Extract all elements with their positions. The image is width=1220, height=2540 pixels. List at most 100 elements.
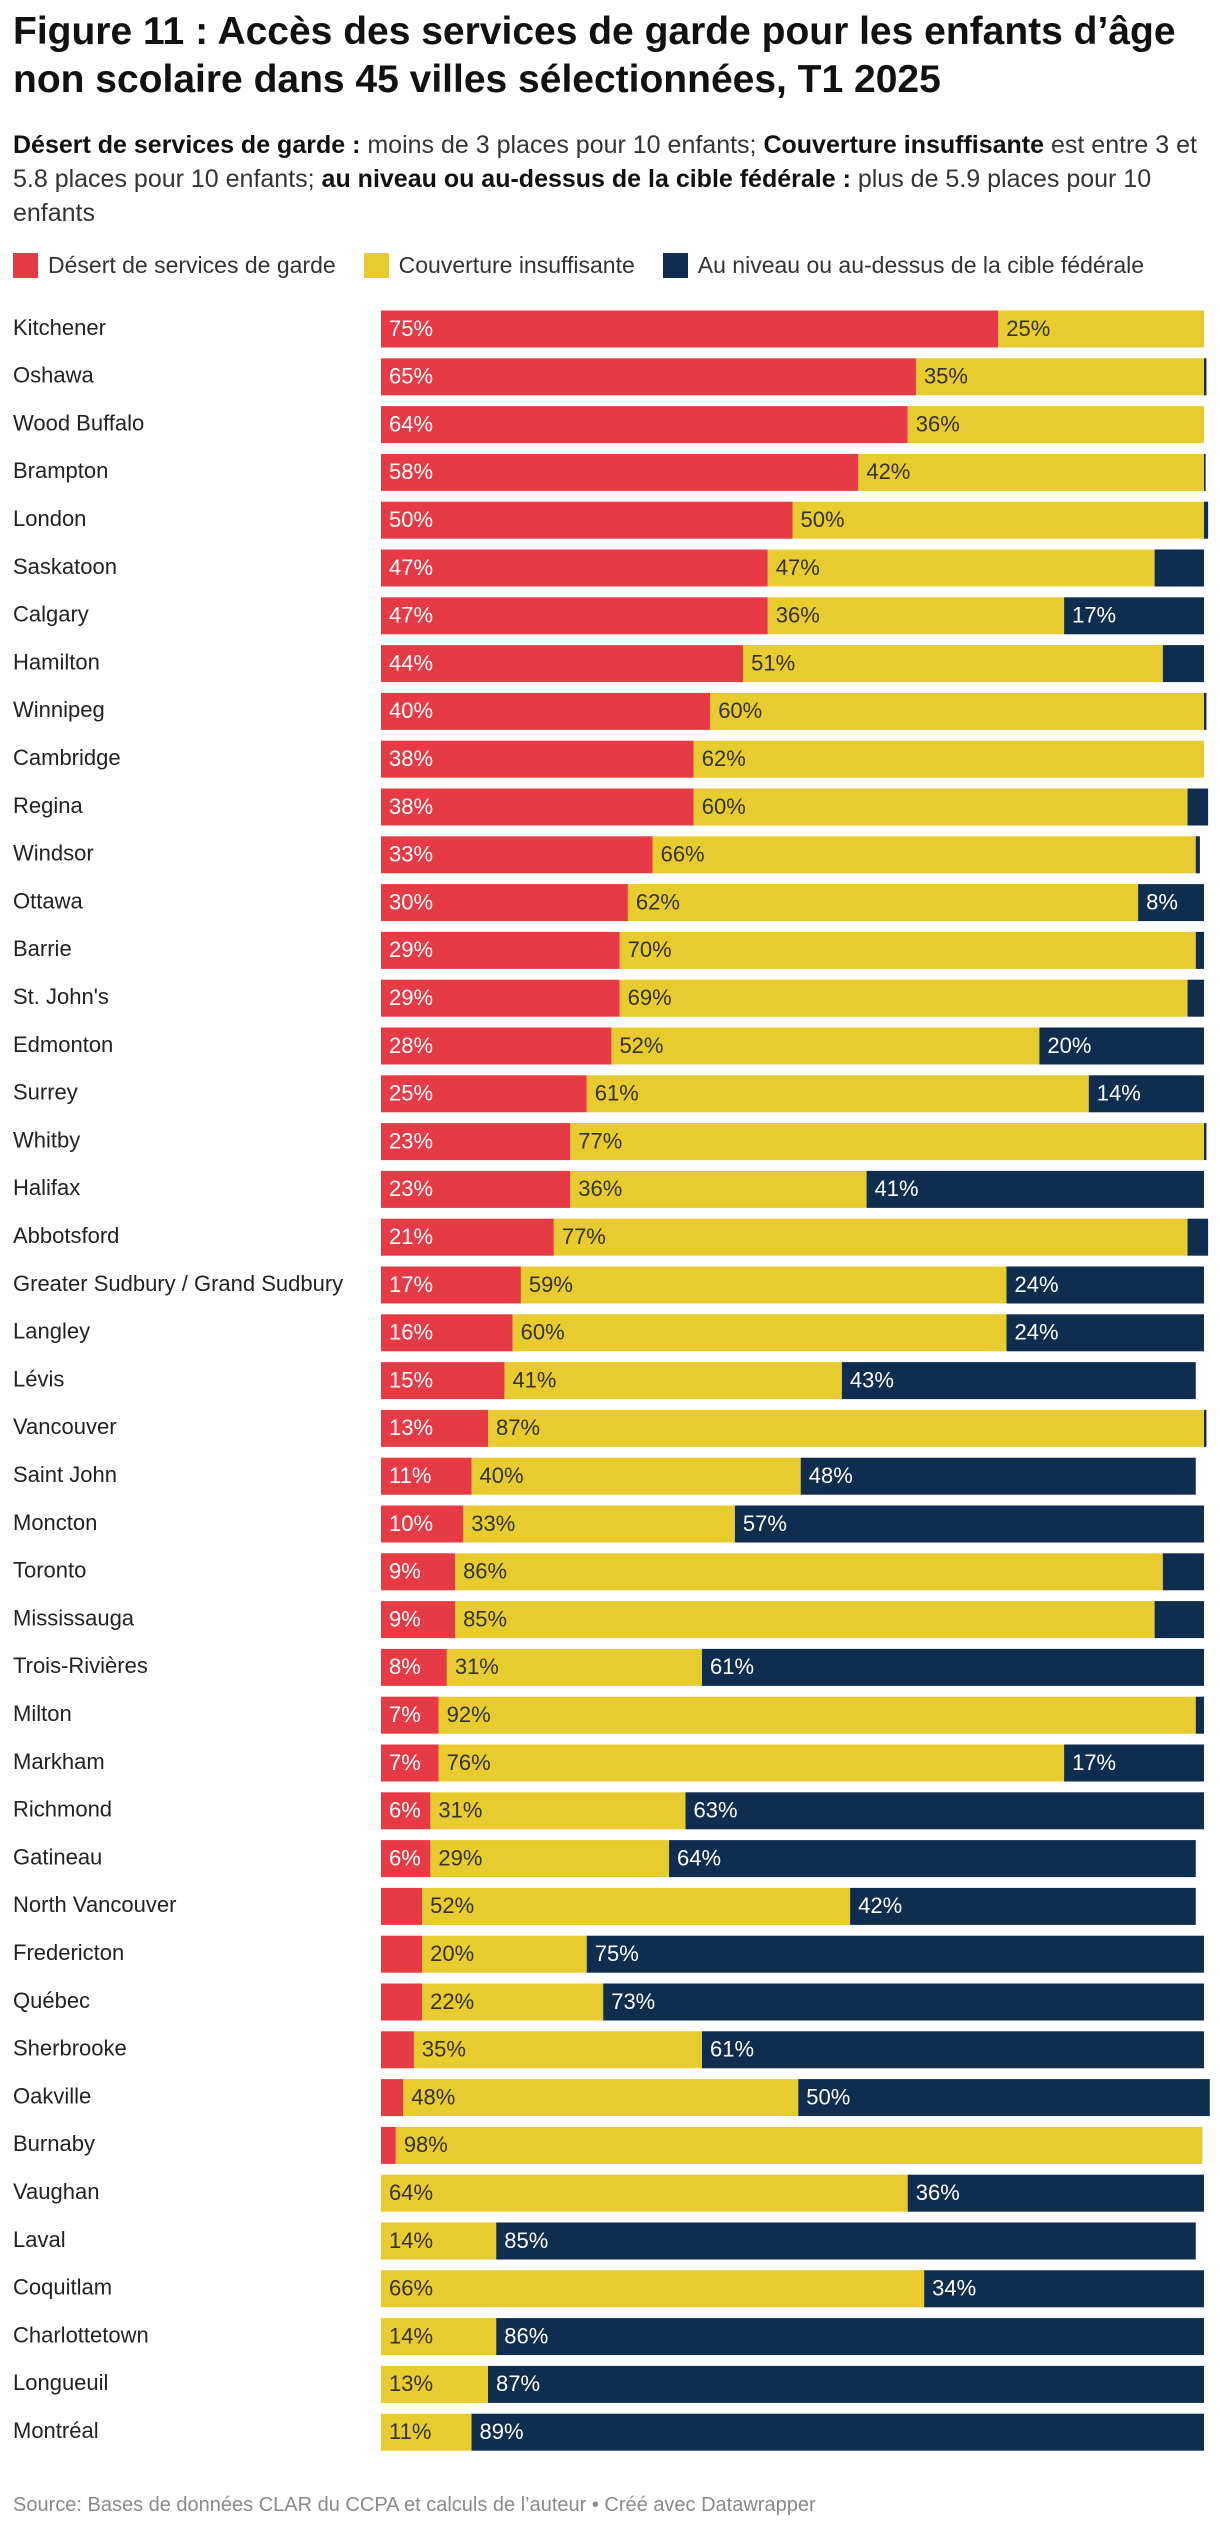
value-label: 66% [661,842,705,867]
category-label: Toronto [13,1558,86,1583]
bar-segment [487,1409,1204,1447]
category-label: Brampton [13,458,108,483]
bar-segment [413,2031,702,2069]
category-label: Ottawa [13,888,83,913]
bar-segment [792,501,1204,539]
category-label: Fredericton [13,1940,124,1965]
category-label: Regina [13,793,83,818]
value-label: 42% [866,459,910,484]
bar-segment [586,1935,1204,1973]
bar-segment [798,2079,1210,2117]
bar-segment [438,1696,1196,1734]
bar-segment [734,1505,1204,1543]
value-label: 31% [455,1654,499,1679]
bar-segment [381,979,620,1017]
bar-segment [395,2126,1203,2164]
value-label: 25% [389,1081,433,1106]
value-label: 7% [389,1750,421,1775]
value-label: 36% [776,603,820,628]
value-label: 17% [1072,603,1116,628]
value-label: 35% [422,2037,466,2062]
legend-item: Couverture insuffisante [363,252,635,279]
value-label: 61% [710,2037,754,2062]
category-label: Coquitlam [13,2275,112,2300]
bar-segment [381,645,744,683]
bar-segment [381,1505,464,1543]
value-label: 75% [595,1941,639,1966]
bar-segment [430,1840,670,1878]
value-label: 33% [471,1511,515,1536]
value-label: 62% [702,746,746,771]
bar-segment [381,1266,521,1304]
bar-segment [381,1362,505,1400]
bar-segment [701,2031,1204,2069]
bar-segment [1138,884,1204,922]
category-label: Charlottetown [13,2322,149,2347]
value-label: 11% [389,2419,431,2444]
bar-segment [381,406,908,444]
bar-segment [496,2222,1196,2260]
bar-segment [570,1123,1204,1161]
value-label: 20% [430,1941,474,1966]
bar-segment [381,740,694,778]
bar-segment [496,2318,1205,2356]
bar-segment [693,788,1188,826]
value-label: 51% [751,650,795,675]
bar-segment [841,1362,1196,1400]
value-label: 76% [447,1750,491,1775]
category-label: Mississauga [13,1605,135,1630]
category-label: Kitchener [13,315,106,340]
bar-segment [570,1170,867,1208]
value-label: 86% [463,1559,507,1584]
legend-label: Désert de services de garde [48,252,336,278]
value-label: 50% [801,507,845,532]
value-label: 10% [389,1511,433,1536]
bar-segment [438,1744,1065,1782]
category-label: Calgary [13,602,89,627]
category-label: Trois-Rivières [13,1653,148,1678]
category-label: Abbotsford [13,1223,119,1248]
bar-segment [1162,1553,1204,1591]
bar-segment [381,788,694,826]
bar-segment [381,1935,423,1973]
bar-segment [652,836,1196,874]
bar-segment [1154,1601,1204,1639]
value-label: 25% [1006,316,1050,341]
value-label: 85% [504,2228,548,2253]
bar-segment [1162,645,1204,683]
bar-segment [381,1744,439,1782]
bar-segment [693,740,1204,778]
value-label: 8% [1146,889,1178,914]
bar-segment [619,931,1196,969]
subtitle-part: est entre 3 et 5.8 places pour 10 enfant… [13,131,1197,193]
value-label: 57% [743,1511,787,1536]
category-label: Whitby [13,1127,80,1152]
bar-segment [381,692,711,730]
value-label: 23% [389,1176,433,1201]
legend-label: Couverture insuffisante [398,252,635,278]
value-label: 63% [694,1798,738,1823]
value-label: 22% [430,1989,474,2014]
bar-segment [685,1792,1204,1830]
bar-segment [1187,1218,1209,1256]
bar-segment [907,406,1204,444]
category-label: Wood Buffalo [13,410,144,435]
value-label: 64% [389,411,433,436]
value-label: 6% [389,1845,421,1870]
chart-subtitle: Désert de services de garde : moins de 3… [13,128,1208,230]
bar-segment [381,1983,423,2021]
value-label: 73% [611,1989,655,2014]
value-label: 98% [404,2132,448,2157]
bar-segment [381,1457,472,1495]
subtitle-part: moins de 3 places pour 10 enfants; [360,131,764,159]
value-label: 47% [776,555,820,580]
value-label: 38% [389,794,433,819]
bar-segment [1204,358,1207,396]
bar-segment [1088,1075,1204,1113]
legend-swatch [13,253,38,278]
value-label: 15% [389,1367,433,1392]
value-label: 40% [480,1463,524,1488]
category-label: St. John's [13,984,109,1009]
category-label: Saskatoon [13,554,117,579]
